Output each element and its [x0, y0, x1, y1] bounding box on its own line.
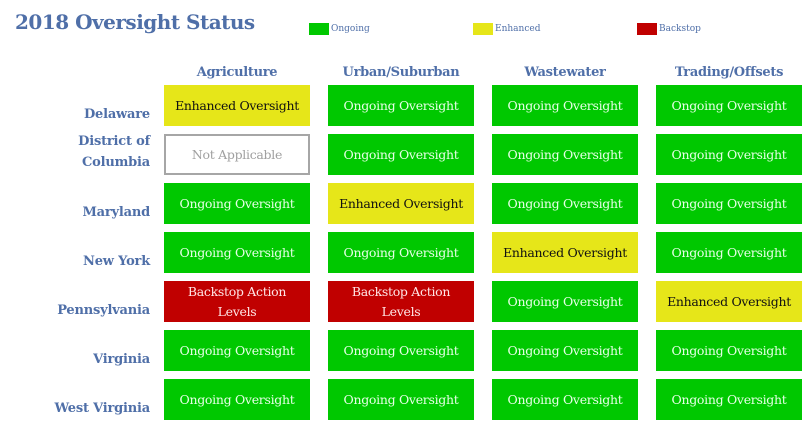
status-cell-enhanced: Enhanced Oversight — [492, 232, 638, 273]
row-header: Virginia — [93, 352, 150, 367]
status-cell-ongoing: Ongoing Oversight — [656, 232, 802, 273]
legend-item-enhanced: Enhanced — [473, 23, 540, 35]
status-cell-ongoing: Ongoing Oversight — [164, 379, 310, 420]
row-header: Maryland — [82, 205, 150, 220]
legend-item-ongoing: Ongoing — [309, 23, 370, 35]
status-cell-ongoing: Ongoing Oversight — [656, 85, 802, 126]
column-header: Trading/Offsets — [674, 65, 784, 80]
legend-swatch — [637, 23, 657, 35]
status-cell-ongoing: Ongoing Oversight — [492, 281, 638, 322]
status-cell-backstop: Backstop Action Levels — [328, 281, 474, 322]
status-cell-ongoing: Ongoing Oversight — [492, 134, 638, 175]
status-cell-ongoing: Ongoing Oversight — [492, 85, 638, 126]
legend-label: Ongoing — [331, 24, 370, 34]
status-cell-ongoing: Ongoing Oversight — [164, 183, 310, 224]
status-cell-ongoing: Ongoing Oversight — [328, 330, 474, 371]
status-cell-ongoing: Ongoing Oversight — [656, 330, 802, 371]
column-header: Agriculture — [196, 65, 278, 80]
legend-item-backstop: Backstop — [637, 23, 701, 35]
status-cell-backstop: Backstop Action Levels — [164, 281, 310, 322]
status-cell-enhanced: Enhanced Oversight — [164, 85, 310, 126]
row-header: New York — [83, 254, 150, 269]
status-cell-ongoing: Ongoing Oversight — [656, 183, 802, 224]
column-header: Urban/Suburban — [342, 65, 460, 80]
row-header: West Virginia — [54, 401, 150, 416]
page-title: 2018 Oversight Status — [15, 10, 255, 34]
status-cell-ongoing: Ongoing Oversight — [656, 134, 802, 175]
status-cell-enhanced: Enhanced Oversight — [328, 183, 474, 224]
status-cell-ongoing: Ongoing Oversight — [656, 379, 802, 420]
status-cell-ongoing: Ongoing Oversight — [492, 183, 638, 224]
column-header: Wastewater — [524, 65, 606, 80]
status-cell-ongoing: Ongoing Oversight — [328, 379, 474, 420]
status-cell-ongoing: Ongoing Oversight — [164, 232, 310, 273]
row-header: Delaware — [83, 107, 150, 122]
legend-label: Backstop — [659, 24, 701, 34]
status-cell-ongoing: Ongoing Oversight — [492, 379, 638, 420]
status-cell-enhanced: Enhanced Oversight — [656, 281, 802, 322]
legend-swatch — [473, 23, 493, 35]
status-cell-ongoing: Ongoing Oversight — [328, 134, 474, 175]
status-cell-ongoing: Ongoing Oversight — [492, 330, 638, 371]
status-cell-ongoing: Ongoing Oversight — [164, 330, 310, 371]
status-cell-na: Not Applicable — [164, 134, 310, 175]
legend-label: Enhanced — [495, 24, 541, 34]
row-header: Pennsylvania — [57, 303, 150, 318]
legend-swatch — [309, 23, 329, 35]
status-cell-ongoing: Ongoing Oversight — [328, 85, 474, 126]
status-cell-ongoing: Ongoing Oversight — [328, 232, 474, 273]
row-header: District of Columbia — [78, 134, 150, 170]
